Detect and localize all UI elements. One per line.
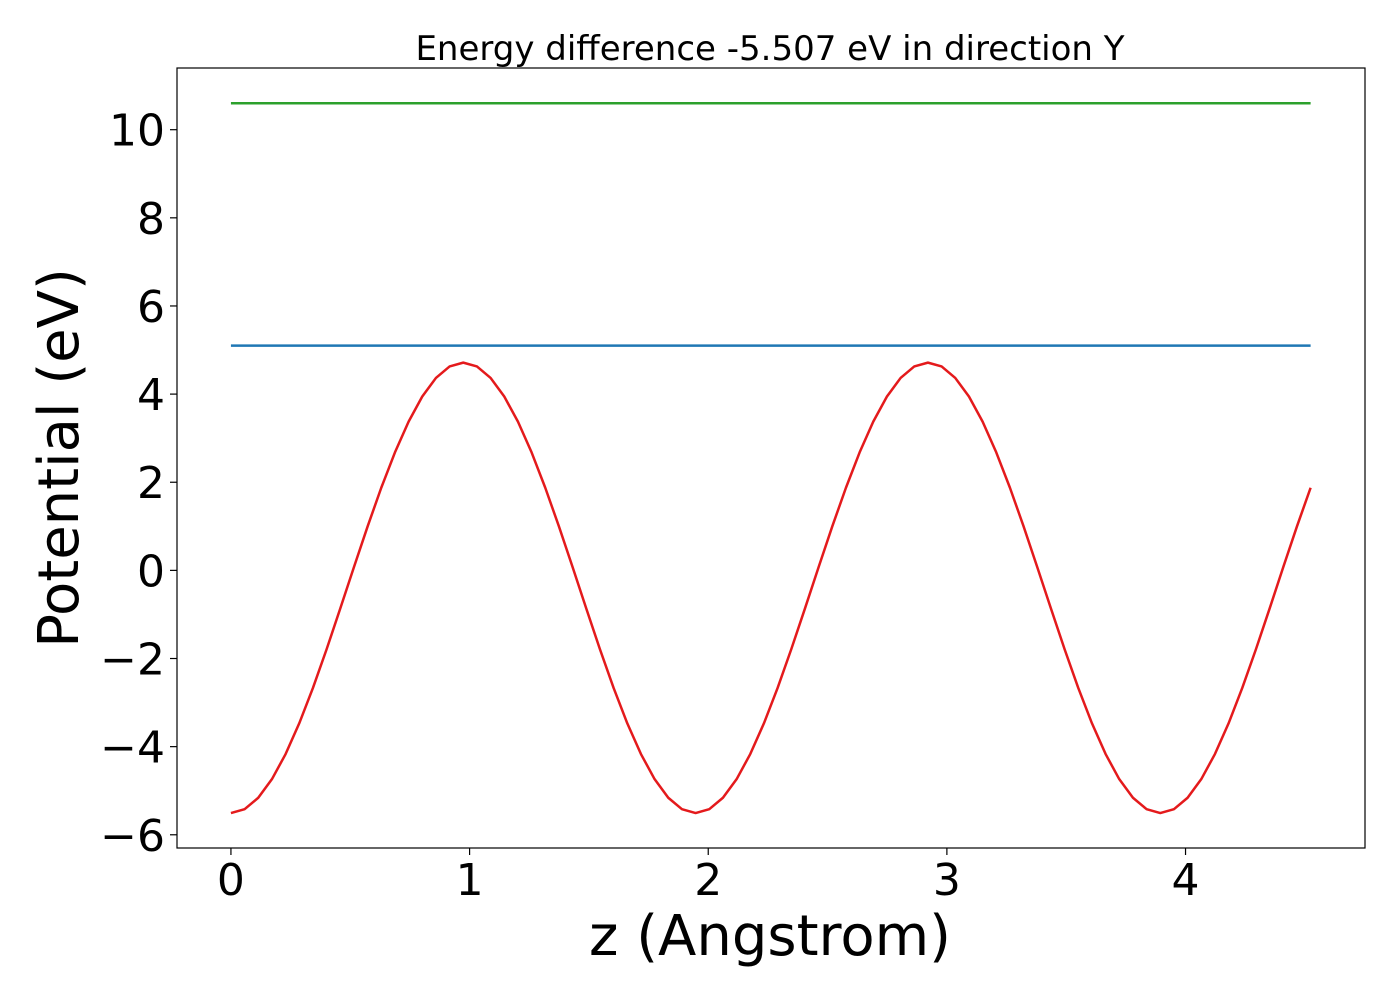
y-tick-label: −2 (100, 635, 165, 686)
y-tick-label: 0 (137, 546, 165, 597)
y-axis: −6 −4 −2 0 2 4 6 8 10 (100, 106, 177, 862)
series-layer (230, 102, 1312, 815)
y-tick-label: 8 (137, 194, 165, 245)
x-axis: 0 1 2 3 4 (217, 848, 1200, 906)
y-tick-label: 4 (137, 370, 165, 421)
y-axis-label: Potential (eV) (27, 268, 92, 648)
series-line-1 (230, 361, 1312, 815)
x-tick-label: 0 (217, 855, 245, 906)
x-tick-label: 3 (933, 855, 961, 906)
plot-frame (176, 67, 1366, 849)
y-tick-label: −6 (100, 811, 165, 862)
x-tick-label: 1 (456, 855, 484, 906)
x-tick-label: 2 (694, 855, 722, 906)
y-tick-label: 6 (137, 282, 165, 333)
chart-title: Energy difference -5.507 eV in direction… (415, 29, 1124, 69)
y-tick-label: 10 (109, 106, 165, 157)
y-tick-label: 2 (137, 458, 165, 509)
y-tick-label: −4 (100, 723, 165, 774)
x-axis-label: z (Angstrom) (589, 904, 951, 969)
x-tick-label: 4 (1172, 855, 1200, 906)
